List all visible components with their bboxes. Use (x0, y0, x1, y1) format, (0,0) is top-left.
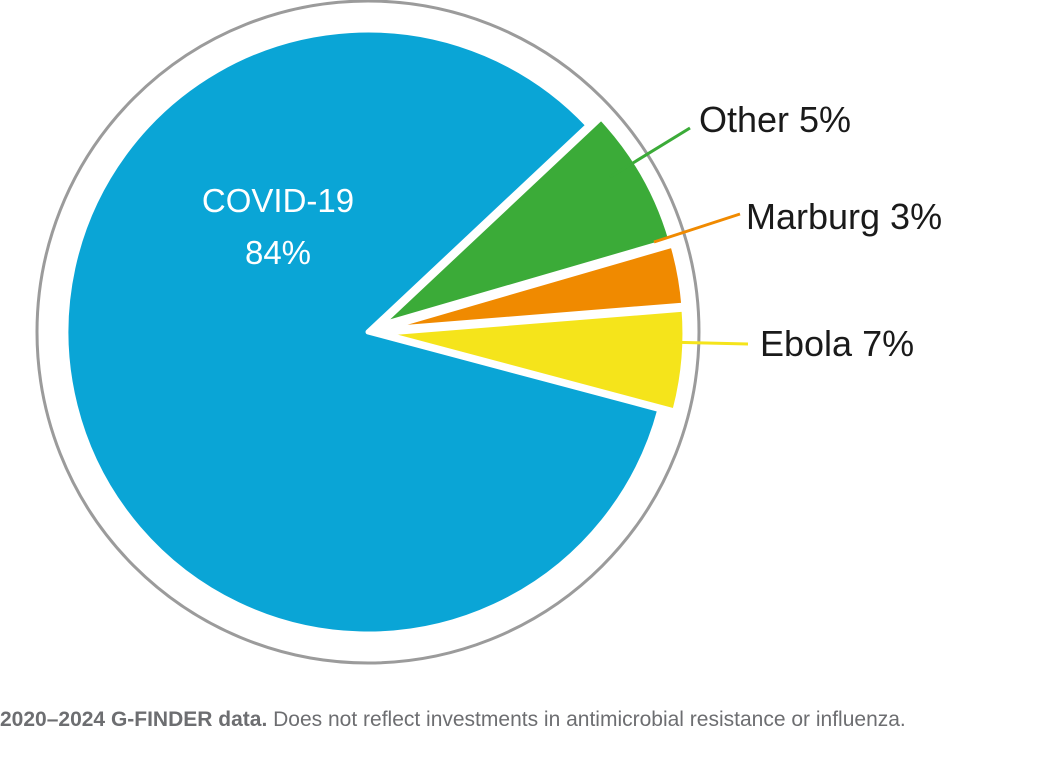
marburg-label: Marburg 3% (746, 196, 942, 237)
covid-percent-label: 84% (245, 234, 311, 271)
ebola-label: Ebola 7% (760, 323, 914, 364)
footnote-source: 2020–2024 G-FINDER data. (0, 708, 268, 731)
pie-slices (63, 27, 688, 637)
covid-name-label: COVID-19 (202, 182, 354, 219)
pie-outline-ring (35, 0, 701, 665)
leader-line-other (609, 126, 691, 179)
footnote: 2020–2024 G-FINDER data. Does not reflec… (0, 708, 906, 732)
pie-slice-covid-19 (63, 27, 663, 637)
footnote-note: Does not reflect investments in antimicr… (267, 708, 906, 731)
pie-slice-marburg (380, 242, 687, 332)
leader-lines (609, 126, 749, 346)
leader-line-marburg (653, 212, 741, 244)
pie-slice-ebola (380, 306, 688, 414)
leader-line-ebola (663, 340, 749, 346)
pie-chart: COVID-19 84% Other 5% Marburg 3% Ebola 7… (35, 0, 942, 665)
other-label: Other 5% (699, 99, 851, 140)
